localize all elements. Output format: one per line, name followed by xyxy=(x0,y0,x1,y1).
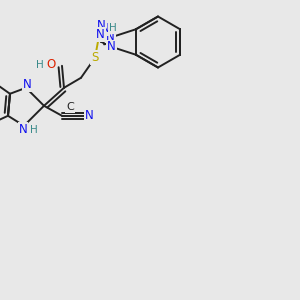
Text: N: N xyxy=(97,19,105,32)
Text: N: N xyxy=(100,22,109,35)
Text: N: N xyxy=(106,30,115,43)
Text: H: H xyxy=(30,125,38,135)
Text: H: H xyxy=(36,60,44,70)
Text: O: O xyxy=(46,58,56,71)
Text: N: N xyxy=(96,28,104,41)
Text: C: C xyxy=(66,102,74,112)
Text: N: N xyxy=(22,78,32,91)
Text: S: S xyxy=(91,51,99,64)
Text: N: N xyxy=(85,109,93,122)
Text: N: N xyxy=(107,40,116,53)
Text: N: N xyxy=(19,123,27,136)
Text: H: H xyxy=(109,23,117,33)
